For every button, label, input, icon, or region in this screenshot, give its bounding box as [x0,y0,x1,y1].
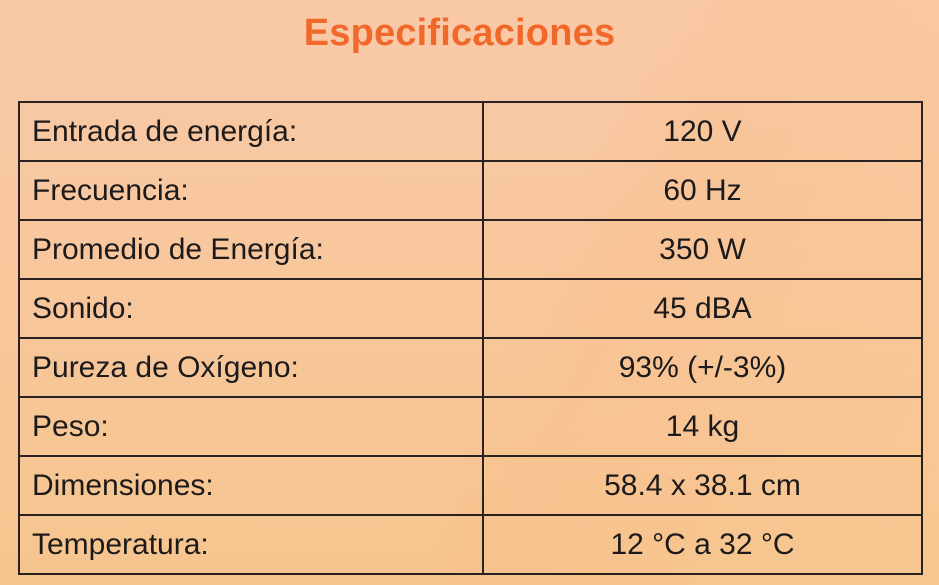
specifications-table: Entrada de energía: 120 V Frecuencia: 60… [18,101,923,575]
table-row: Entrada de energía: 120 V [18,101,923,162]
spec-value: 350 W [482,219,923,280]
spec-label: Temperatura: [18,514,484,575]
table-row: Sonido: 45 dBA [18,278,923,339]
table-row: Promedio de Energía: 350 W [18,219,923,280]
spec-value: 93% (+/-3%) [482,337,923,398]
table-row: Temperatura: 12 °C a 32 °C [18,514,923,575]
spec-label: Sonido: [18,278,484,339]
spec-value: 14 kg [482,396,923,457]
table-row: Dimensiones: 58.4 x 38.1 cm [18,455,923,516]
table-row: Peso: 14 kg [18,396,923,457]
page-title: Especificaciones [303,12,616,54]
table-row: Pureza de Oxígeno: 93% (+/-3%) [18,337,923,398]
spec-label: Peso: [18,396,484,457]
spec-value: 58.4 x 38.1 cm [482,455,923,516]
spec-label: Frecuencia: [18,160,484,221]
spec-value: 12 °C a 32 °C [482,514,923,575]
spec-value: 60 Hz [482,160,923,221]
spec-value: 45 dBA [482,278,923,339]
spec-label: Pureza de Oxígeno: [18,337,484,398]
spec-label: Promedio de Energía: [18,219,484,280]
spec-label: Entrada de energía: [18,101,484,162]
spec-value: 120 V [482,101,923,162]
spec-label: Dimensiones: [18,455,484,516]
table-row: Frecuencia: 60 Hz [18,160,923,221]
